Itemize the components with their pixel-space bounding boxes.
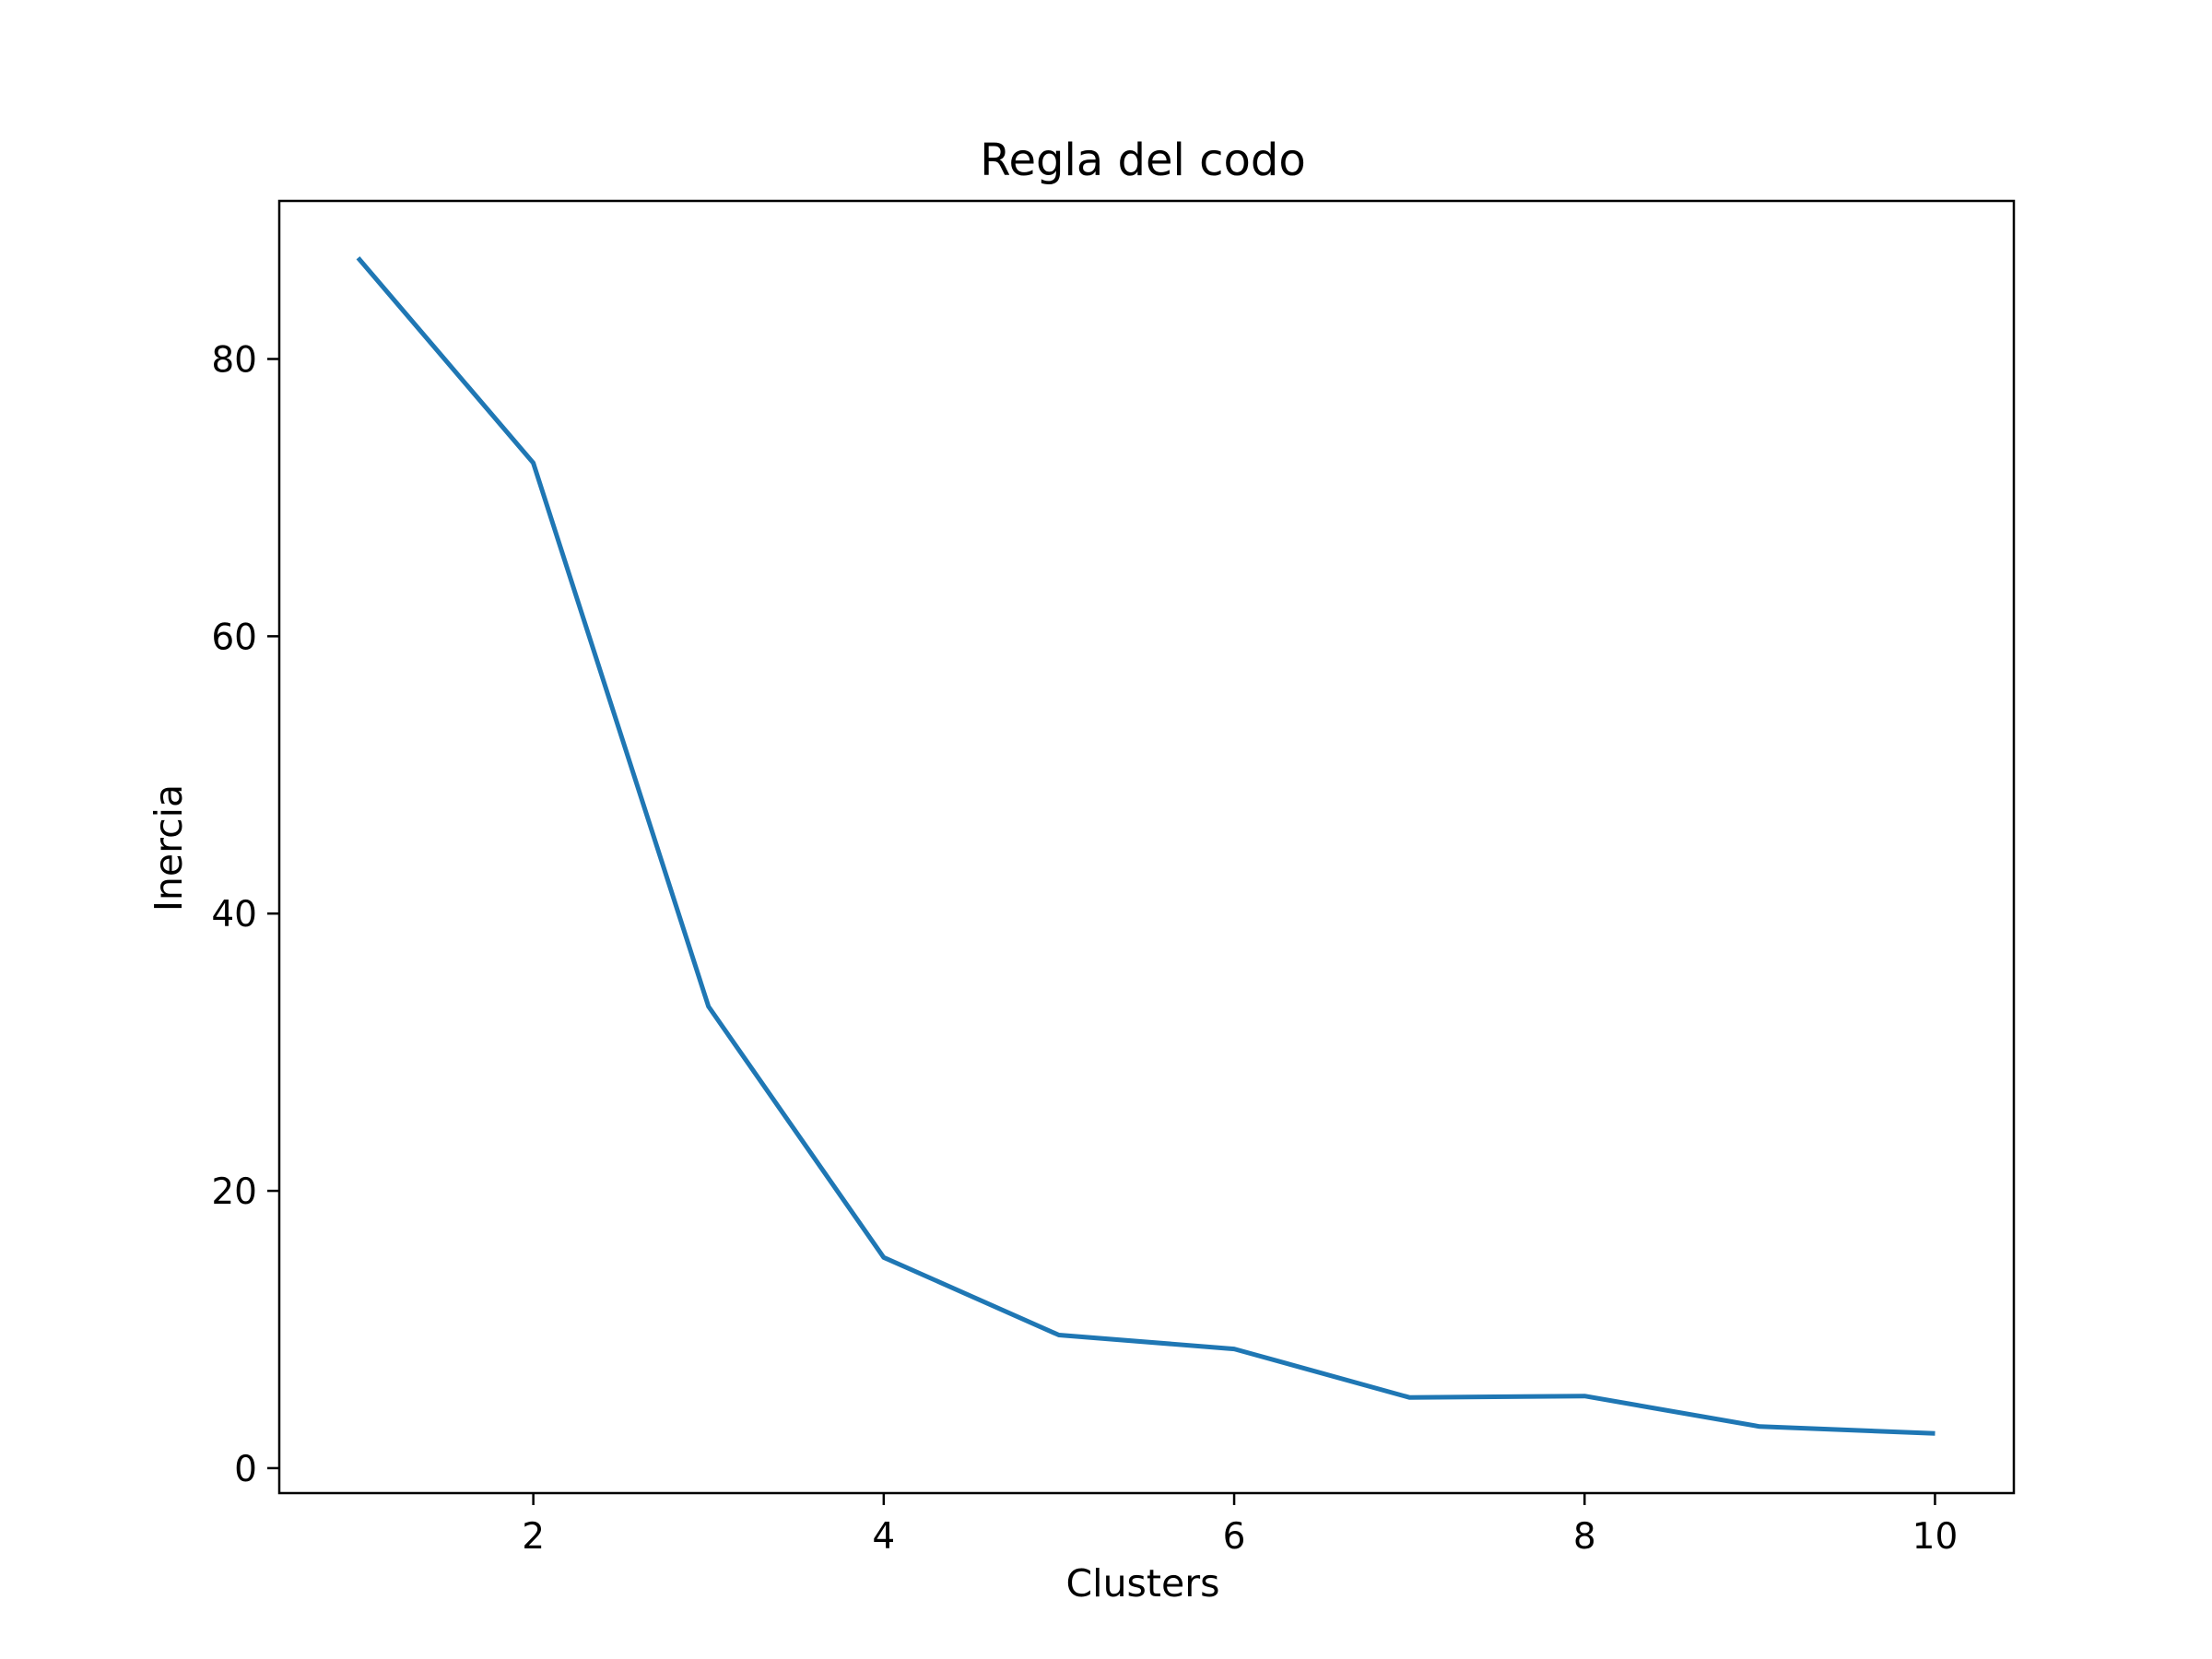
x-tick-label-6: 6: [1223, 1516, 1246, 1558]
series-line-0: [356, 256, 1936, 1436]
y-tick-label-80: 80: [211, 339, 257, 381]
x-tick-label-2: 2: [522, 1516, 545, 1558]
y-tick-label-0: 0: [234, 1449, 257, 1490]
y-tick-label-60: 60: [211, 617, 257, 658]
plot-area: 2 4 6 8 10 0 20 40 60 80: [211, 199, 2016, 1558]
x-tick-label-10: 10: [1912, 1516, 1959, 1558]
x-tick-label-4: 4: [872, 1516, 895, 1558]
y-tick-label-20: 20: [211, 1171, 257, 1213]
chart-title: Regla del codo: [980, 135, 1305, 186]
plot-frame: [277, 199, 2016, 1495]
x-tick-label-8: 8: [1573, 1516, 1596, 1558]
x-axis-label: Clusters: [1066, 1561, 1220, 1606]
y-axis-label: Inercia: [147, 784, 191, 912]
y-tick-label-40: 40: [211, 894, 257, 935]
